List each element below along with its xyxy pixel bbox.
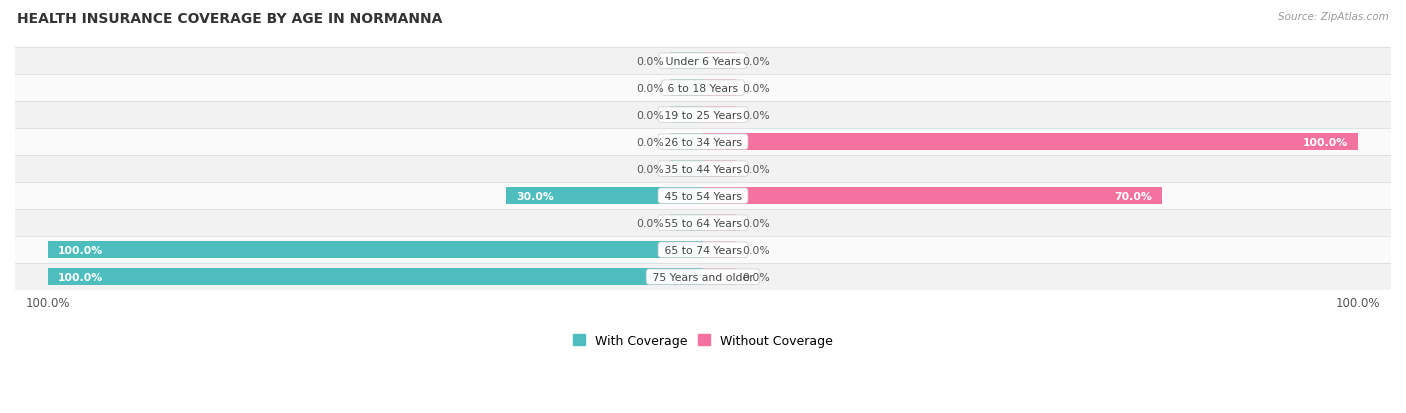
Bar: [15, 129, 1391, 156]
Text: 6 to 18 Years: 6 to 18 Years: [664, 83, 742, 93]
Text: 0.0%: 0.0%: [742, 272, 770, 282]
Bar: [48, 268, 703, 285]
Bar: [703, 242, 735, 259]
Text: HEALTH INSURANCE COVERAGE BY AGE IN NORMANNA: HEALTH INSURANCE COVERAGE BY AGE IN NORM…: [17, 12, 443, 26]
Legend: With Coverage, Without Coverage: With Coverage, Without Coverage: [568, 329, 838, 352]
Bar: [15, 156, 1391, 183]
Bar: [15, 183, 1391, 210]
Bar: [48, 242, 703, 259]
Text: 100.0%: 100.0%: [58, 272, 103, 282]
Text: 0.0%: 0.0%: [742, 83, 770, 93]
Text: 75 Years and older: 75 Years and older: [650, 272, 756, 282]
Bar: [15, 102, 1391, 129]
Bar: [15, 210, 1391, 237]
Bar: [15, 75, 1391, 102]
Bar: [703, 268, 735, 285]
Bar: [703, 80, 735, 97]
Bar: [671, 107, 703, 124]
Bar: [506, 188, 703, 204]
Text: 100.0%: 100.0%: [1303, 137, 1348, 147]
Text: Source: ZipAtlas.com: Source: ZipAtlas.com: [1278, 12, 1389, 22]
Text: 19 to 25 Years: 19 to 25 Years: [661, 110, 745, 120]
Text: 30.0%: 30.0%: [516, 191, 554, 201]
Bar: [703, 134, 1358, 151]
Text: 0.0%: 0.0%: [636, 110, 664, 120]
Bar: [671, 80, 703, 97]
Text: 0.0%: 0.0%: [636, 83, 664, 93]
Text: 0.0%: 0.0%: [636, 57, 664, 66]
Bar: [15, 48, 1391, 75]
Bar: [15, 263, 1391, 290]
Text: 0.0%: 0.0%: [742, 245, 770, 255]
Bar: [15, 237, 1391, 263]
Text: 0.0%: 0.0%: [742, 218, 770, 228]
Bar: [703, 161, 735, 178]
Bar: [671, 215, 703, 231]
Bar: [703, 53, 735, 70]
Bar: [703, 215, 735, 231]
Bar: [671, 161, 703, 178]
Text: 100.0%: 100.0%: [58, 245, 103, 255]
Bar: [671, 53, 703, 70]
Text: Under 6 Years: Under 6 Years: [662, 57, 744, 66]
Text: 0.0%: 0.0%: [742, 57, 770, 66]
Bar: [671, 134, 703, 151]
Text: 45 to 54 Years: 45 to 54 Years: [661, 191, 745, 201]
Text: 0.0%: 0.0%: [636, 218, 664, 228]
Text: 0.0%: 0.0%: [636, 164, 664, 174]
Text: 35 to 44 Years: 35 to 44 Years: [661, 164, 745, 174]
Text: 0.0%: 0.0%: [742, 110, 770, 120]
Text: 70.0%: 70.0%: [1114, 191, 1152, 201]
Text: 0.0%: 0.0%: [636, 137, 664, 147]
Text: 55 to 64 Years: 55 to 64 Years: [661, 218, 745, 228]
Text: 26 to 34 Years: 26 to 34 Years: [661, 137, 745, 147]
Text: 0.0%: 0.0%: [742, 164, 770, 174]
Text: 65 to 74 Years: 65 to 74 Years: [661, 245, 745, 255]
Bar: [703, 107, 735, 124]
Bar: [703, 188, 1161, 204]
